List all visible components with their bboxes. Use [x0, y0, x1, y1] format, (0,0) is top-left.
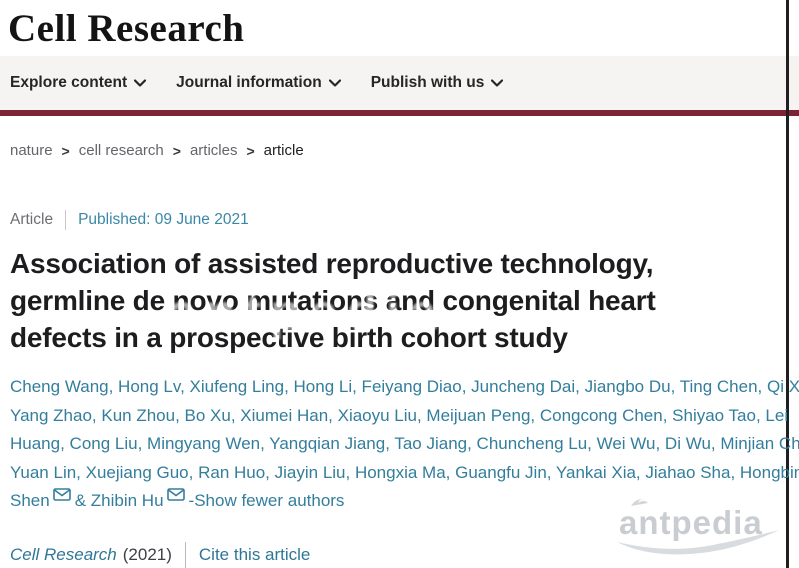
citation-journal-name[interactable]: Cell Research	[10, 544, 117, 564]
nav-journal-information[interactable]: Journal information	[176, 74, 341, 92]
chevron-down-icon	[328, 74, 341, 92]
citation-year: (2021)	[122, 544, 172, 564]
nav-explore-content[interactable]: Explore content	[10, 74, 147, 92]
article-meta-row: Article Published: 09 June 2021	[10, 210, 799, 230]
breadcrumb: nature > cell research > articles > arti…	[10, 142, 799, 159]
meta-divider	[65, 210, 67, 230]
show-fewer-authors-link[interactable]: -Show fewer authors	[188, 491, 345, 510]
nav-publish-with-us-label: Publish with us	[370, 74, 485, 91]
email-icon[interactable]	[52, 482, 71, 511]
author-shen[interactable]: Shen	[10, 491, 50, 510]
journal-navbar: Explore content Journal information Publ…	[0, 56, 799, 110]
page-title: Association of assisted reproductive tec…	[10, 245, 799, 356]
page-title-line-2: germline de novo mutations and congenita…	[10, 285, 656, 316]
article-content: nature > cell research > articles > arti…	[0, 142, 799, 568]
page-title-line-3: defects in a prospective birth cohort st…	[10, 322, 568, 353]
author-line[interactable]: Yang Zhao, Kun Zhou, Bo Xu, Xiumei Han, …	[10, 405, 789, 425]
breadcrumb-separator: >	[246, 142, 255, 159]
breadcrumb-separator: >	[61, 142, 70, 159]
author-line-last: Shen & Zhibin Hu -Show fewer authors	[10, 487, 799, 516]
author-line[interactable]: Yuan Lin, Xuejiang Guo, Ran Huo, Jiayin …	[10, 462, 799, 482]
citation-row: Cell Research (2021) Cite this article	[10, 541, 799, 568]
nav-publish-with-us[interactable]: Publish with us	[371, 74, 504, 92]
chevron-down-icon	[134, 74, 147, 92]
article-type-label: Article	[10, 211, 54, 228]
breadcrumb-current-article: article	[263, 142, 304, 159]
journal-header: Cell Research	[0, 0, 799, 56]
nav-journal-information-label: Journal information	[176, 74, 322, 91]
breadcrumb-cell-research[interactable]: cell research	[78, 142, 164, 159]
author-zhibin-hu[interactable]: & Zhibin Hu	[74, 491, 164, 510]
brand-accent-bar	[0, 110, 799, 116]
author-line[interactable]: Huang, Cong Liu, Mingyang Wen, Yangqian …	[10, 434, 799, 453]
author-line[interactable]: Cheng Wang, Hong Lv, Xiufeng Ling, Hong …	[10, 377, 799, 396]
breadcrumb-nature[interactable]: nature	[10, 142, 53, 159]
published-date: Published: 09 June 2021	[78, 211, 249, 228]
nav-explore-content-label: Explore content	[10, 74, 128, 91]
breadcrumb-separator: >	[172, 142, 181, 159]
author-list: Cheng Wang, Hong Lv, Xiufeng Ling, Hong …	[10, 373, 799, 516]
journal-logo[interactable]: Cell Research	[8, 7, 245, 50]
chevron-down-icon	[491, 74, 504, 92]
breadcrumb-articles[interactable]: articles	[189, 142, 238, 159]
citation-divider	[184, 541, 186, 568]
window-edge-line	[786, 0, 789, 568]
cite-this-article-link[interactable]: Cite this article	[198, 544, 311, 564]
page-title-line-1: Association of assisted reproductive tec…	[10, 248, 654, 279]
email-icon[interactable]	[166, 482, 185, 511]
